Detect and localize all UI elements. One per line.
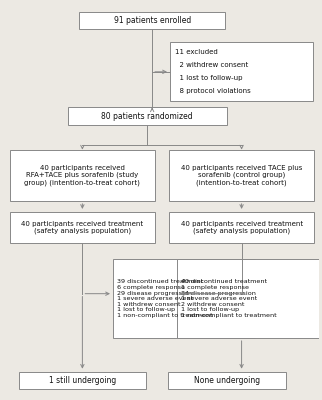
Text: 40 participants received
RFA+TACE plus sorafenib (study
group) (intention-to-tre: 40 participants received RFA+TACE plus s… [24,164,140,186]
FancyBboxPatch shape [113,259,255,338]
FancyBboxPatch shape [10,150,155,201]
FancyBboxPatch shape [177,259,319,338]
FancyBboxPatch shape [168,372,286,389]
FancyBboxPatch shape [68,107,227,125]
Text: 80 patients randomized: 80 patients randomized [101,112,193,121]
Text: 40 participants received TACE plus
sorafenib (control group)
(intention-to-treat: 40 participants received TACE plus soraf… [181,164,302,186]
Text: 40 participants received treatment
(safety analysis population): 40 participants received treatment (safe… [181,221,303,234]
FancyBboxPatch shape [80,12,225,30]
FancyBboxPatch shape [169,150,314,201]
Text: 11 excluded

  2 withdrew consent

  1 lost to follow-up

  8 protocol violation: 11 excluded 2 withdrew consent 1 lost to… [175,49,251,94]
FancyBboxPatch shape [170,42,313,101]
Text: None undergoing: None undergoing [194,376,260,385]
Text: 91 patients enrolled: 91 patients enrolled [114,16,191,25]
FancyBboxPatch shape [10,212,155,243]
Text: 39 discontinued treatment
6 complete response
29 disease progression
1 severe ad: 39 discontinued treatment 6 complete res… [117,279,213,318]
FancyBboxPatch shape [18,372,146,389]
Text: 40 discontinued treatment
1 complete response
34 disease progression
1 severe ad: 40 discontinued treatment 1 complete res… [181,279,276,318]
Text: 1 still undergoing: 1 still undergoing [49,376,116,385]
Text: 40 participants received treatment
(safety analysis population): 40 participants received treatment (safe… [21,221,143,234]
FancyBboxPatch shape [169,212,314,243]
